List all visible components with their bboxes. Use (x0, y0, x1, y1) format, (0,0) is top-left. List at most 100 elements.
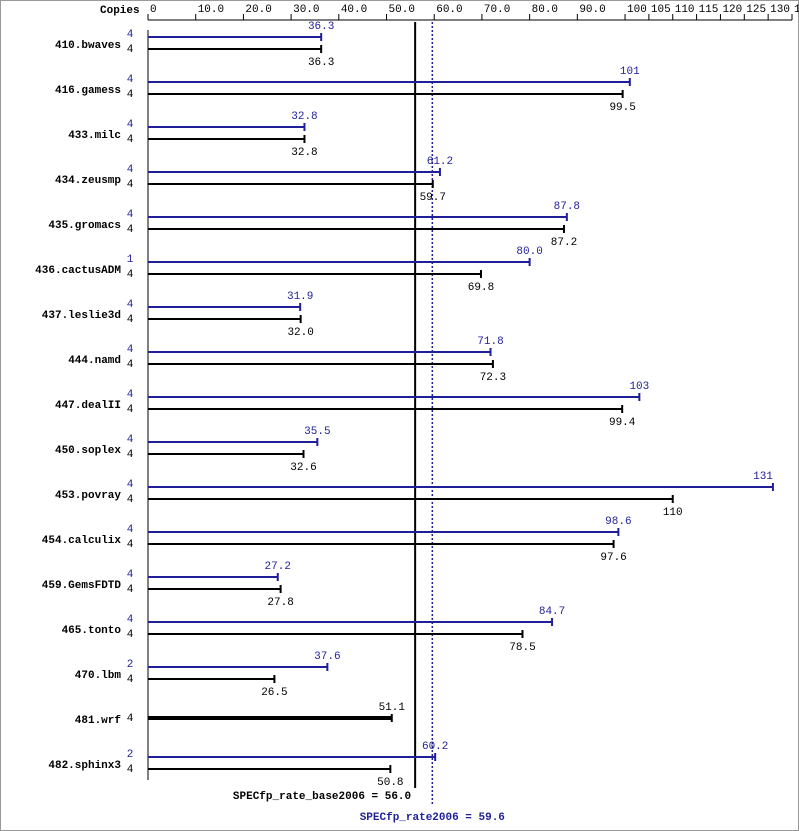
copies-label: 4 (127, 539, 134, 551)
benchmark-label: 433.milc (68, 130, 121, 142)
value-label: 32.6 (290, 462, 316, 474)
x-tick-label: 125 (746, 4, 766, 16)
value-label: 32.8 (291, 111, 317, 123)
value-label: 32.8 (291, 147, 317, 159)
copies-label: 4 (127, 119, 134, 131)
x-tick-label: 30.0 (293, 4, 319, 16)
reference-label: SPECfp_rate_base2006 = 56.0 (233, 791, 411, 803)
copies-label: 4 (127, 389, 134, 401)
copies-label: 4 (127, 344, 134, 356)
copies-label: 4 (127, 434, 134, 446)
value-label: 87.8 (554, 201, 580, 213)
x-tick-label: 50.0 (389, 4, 415, 16)
value-label: 103 (629, 381, 649, 393)
value-label: 78.5 (509, 642, 535, 654)
value-label: 61.2 (427, 156, 453, 168)
benchmark-label: 470.lbm (75, 670, 122, 682)
benchmark-label: 481.wrf (75, 715, 122, 727)
x-tick-label: 120 (722, 4, 742, 16)
value-label: 98.6 (605, 516, 631, 528)
x-tick-label: 115 (699, 4, 719, 16)
value-label: 51.1 (379, 702, 406, 714)
copies-label: 2 (127, 749, 134, 761)
value-label: 27.8 (267, 597, 293, 609)
value-label: 26.5 (261, 687, 287, 699)
value-label: 36.3 (308, 21, 334, 33)
value-label: 84.7 (539, 606, 565, 618)
benchmark-label: 447.dealII (55, 400, 121, 412)
copies-label: 4 (127, 359, 134, 371)
benchmark-label: 410.bwaves (55, 40, 121, 52)
x-tick-label: 10.0 (198, 4, 224, 16)
copies-label: 4 (127, 674, 134, 686)
value-label: 97.6 (600, 552, 626, 564)
x-tick-label: 60.0 (436, 4, 462, 16)
x-tick-label: 20.0 (245, 4, 271, 16)
value-label: 87.2 (551, 237, 577, 249)
benchmark-label: 482.sphinx3 (48, 760, 121, 772)
value-label: 31.9 (287, 291, 313, 303)
copies-label: 4 (127, 224, 134, 236)
value-label: 59.7 (420, 192, 446, 204)
benchmark-label: 444.namd (68, 355, 121, 367)
value-label: 36.3 (308, 57, 334, 69)
value-label: 69.8 (468, 282, 494, 294)
copies-label: 4 (127, 449, 134, 461)
copies-label: 4 (127, 713, 134, 725)
value-label: 110 (663, 507, 683, 519)
benchmark-label: 435.gromacs (48, 220, 121, 232)
copies-label: 4 (127, 29, 134, 41)
value-label: 80.0 (516, 246, 542, 258)
copies-label: 4 (127, 44, 134, 56)
copies-label: 4 (127, 629, 134, 641)
value-label: 37.6 (314, 651, 340, 663)
benchmark-label: 450.soplex (55, 445, 121, 457)
value-label: 32.0 (287, 327, 313, 339)
copies-label: 4 (127, 89, 134, 101)
x-tick-label: 135 (794, 4, 799, 16)
x-tick-label: 90.0 (579, 4, 605, 16)
x-tick-label: 130 (770, 4, 790, 16)
copies-label: 4 (127, 764, 134, 776)
value-label: 101 (620, 66, 640, 78)
copies-label: 4 (127, 404, 134, 416)
value-label: 50.8 (377, 777, 403, 789)
value-label: 60.2 (422, 741, 448, 753)
benchmark-label: 437.leslie3d (42, 310, 121, 322)
benchmark-label: 459.GemsFDTD (42, 580, 122, 592)
value-label: 72.3 (480, 372, 506, 384)
copies-label: 4 (127, 269, 134, 281)
value-label: 71.8 (477, 336, 503, 348)
copies-label: 2 (127, 659, 134, 671)
copies-label: 4 (127, 494, 134, 506)
copies-label: 4 (127, 209, 134, 221)
copies-label: 4 (127, 314, 134, 326)
value-label: 27.2 (265, 561, 291, 573)
x-tick-label: 100 (627, 4, 647, 16)
copies-label: 1 (127, 254, 134, 266)
benchmark-label: 434.zeusmp (55, 175, 121, 187)
value-label: 99.5 (609, 102, 635, 114)
x-tick-label: 70.0 (484, 4, 510, 16)
copies-label: 4 (127, 179, 134, 191)
benchmark-label: 416.gamess (55, 85, 121, 97)
x-tick-label: 0 (150, 4, 157, 16)
x-tick-label: 80.0 (532, 4, 558, 16)
copies-label: 4 (127, 569, 134, 581)
copies-label: 4 (127, 584, 134, 596)
x-tick-label: 110 (675, 4, 695, 16)
copies-label: 4 (127, 134, 134, 146)
copies-label: 4 (127, 164, 134, 176)
copies-label: 4 (127, 74, 134, 86)
copies-header: Copies (100, 5, 140, 17)
reference-label: SPECfp_rate2006 = 59.6 (360, 812, 505, 824)
value-label: 35.5 (304, 426, 330, 438)
benchmark-label: 436.cactusADM (35, 265, 121, 277)
copies-label: 4 (127, 479, 134, 491)
copies-label: 4 (127, 524, 134, 536)
copies-label: 4 (127, 614, 134, 626)
benchmark-label: 454.calculix (42, 535, 122, 547)
benchmark-label: 465.tonto (62, 625, 122, 637)
